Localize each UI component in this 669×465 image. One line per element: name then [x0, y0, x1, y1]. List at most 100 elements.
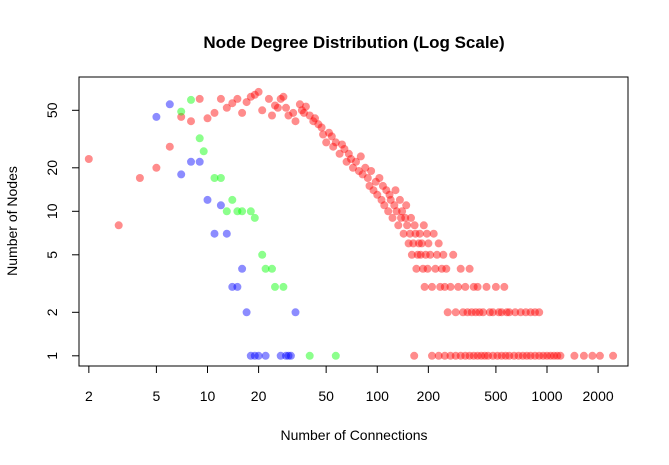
y-axis: 1 2 5 10 20 50: [44, 102, 80, 360]
data-point: [261, 264, 270, 273]
data-point: [135, 174, 144, 182]
data-point: [177, 112, 186, 121]
x-tick-label: 500: [484, 388, 508, 404]
data-point: [233, 282, 242, 291]
data-point: [475, 308, 484, 317]
data-point: [456, 351, 465, 360]
data-point: [419, 221, 428, 230]
x-tick-label: 2000: [583, 388, 614, 404]
data-point: [314, 120, 323, 129]
x-tick-label: 1000: [531, 388, 562, 404]
x-tick-label: 2: [85, 388, 93, 404]
data-point: [297, 106, 306, 115]
data-point: [228, 282, 237, 291]
data-point: [261, 351, 270, 360]
data-point: [352, 157, 360, 166]
data-point: [216, 201, 225, 210]
data-point: [416, 250, 425, 259]
data-point: [250, 90, 259, 99]
data-point: [329, 142, 338, 151]
data-point: [375, 174, 384, 182]
data-point: [439, 250, 448, 259]
y-tick-label: 5: [44, 251, 60, 259]
data-point: [195, 94, 204, 103]
y-tick-label: 2: [44, 308, 60, 316]
data-point: [286, 351, 295, 360]
data-point: [301, 102, 310, 111]
data-point: [392, 207, 401, 216]
data-point: [456, 264, 465, 273]
data-point: [526, 308, 535, 317]
data-point: [282, 103, 290, 112]
data-point: [322, 138, 331, 147]
data-point: [588, 351, 597, 360]
data-point: [539, 351, 548, 360]
data-point: [284, 351, 293, 360]
data-point: [437, 264, 446, 273]
data-point: [488, 351, 497, 360]
data-point: [342, 157, 351, 166]
x-tick-label: 200: [417, 388, 441, 404]
y-tick-label: 50: [44, 102, 60, 118]
data-point: [210, 108, 219, 117]
data-point: [459, 308, 467, 317]
data-point: [484, 351, 493, 360]
data-point: [434, 351, 443, 360]
x-tick-label: 5: [152, 388, 160, 404]
data-point: [210, 174, 219, 182]
data-point: [271, 282, 279, 291]
data-point: [377, 195, 386, 204]
data-point: [404, 239, 413, 248]
data-point: [501, 351, 510, 360]
data-point: [422, 229, 431, 238]
data-point: [522, 351, 531, 360]
data-point: [203, 195, 212, 204]
data-point: [347, 155, 355, 163]
data-point: [473, 351, 482, 360]
data-point: [282, 351, 290, 360]
data-point: [371, 177, 380, 186]
data-point: [511, 308, 520, 317]
data-point: [516, 308, 525, 317]
data-point: [358, 170, 367, 179]
data-point: [514, 351, 523, 360]
data-point: [553, 351, 562, 360]
data-point: [471, 308, 480, 317]
data-point: [228, 195, 237, 204]
data-point: [384, 207, 393, 216]
y-axis-label: Number of Nodes: [4, 166, 20, 276]
data-point: [493, 351, 502, 360]
data-point: [349, 163, 357, 172]
y-tick-label: 1: [44, 352, 60, 360]
data-point: [409, 239, 418, 248]
data-point: [276, 94, 285, 103]
data-point: [521, 308, 530, 317]
data-point: [291, 308, 300, 317]
data-point: [300, 108, 308, 117]
data-point: [386, 195, 395, 204]
data-point: [222, 229, 231, 238]
x-axis-label: Number of Connections: [280, 427, 427, 443]
data-point: [482, 282, 491, 291]
data-point: [187, 157, 195, 166]
data-point: [390, 201, 399, 210]
data-point: [187, 95, 195, 104]
points-layer: [84, 87, 618, 360]
x-axis: 2 5 10 20 50 100 200 500 1000 2000: [85, 365, 614, 404]
data-point: [494, 308, 503, 317]
data-point: [461, 282, 470, 291]
data-point: [451, 308, 460, 317]
data-point: [469, 282, 478, 291]
data-point: [238, 207, 247, 216]
data-point: [152, 112, 161, 121]
data-point: [165, 100, 174, 109]
data-point: [397, 213, 405, 222]
data-point: [210, 229, 219, 238]
data-point: [385, 190, 394, 199]
data-point: [463, 308, 472, 317]
data-point: [365, 181, 374, 190]
data-point: [407, 213, 415, 222]
data-point: [356, 152, 365, 161]
data-point: [403, 221, 412, 230]
